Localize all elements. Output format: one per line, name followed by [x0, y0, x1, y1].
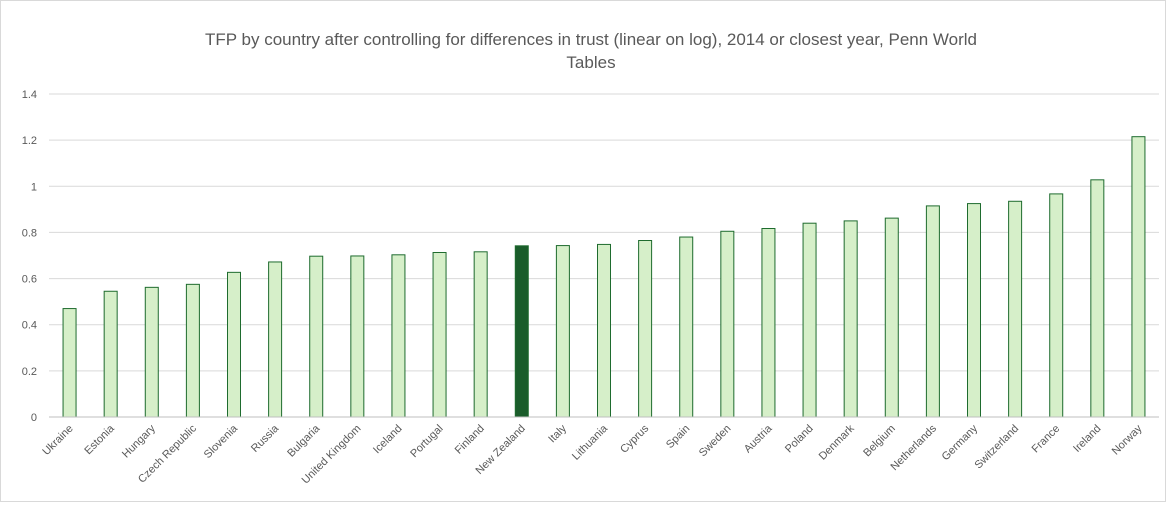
bar-denmark [843, 220, 858, 418]
bar-finland [473, 251, 488, 418]
y-tick-label: 0.8 [22, 227, 37, 239]
bar-estonia [103, 290, 118, 418]
x-tick-label: Norway [1110, 422, 1145, 457]
x-tick-label: Ireland [1071, 423, 1103, 455]
bar-hungary [144, 286, 159, 418]
bar-italy [555, 245, 570, 418]
x-tick-label: France [1030, 423, 1063, 456]
bar-switzerland [1008, 200, 1023, 418]
x-tick-label: Italy [546, 422, 569, 445]
x-tick-label: Cyprus [618, 422, 651, 455]
bar-ukraine [62, 308, 77, 418]
bars [62, 136, 1146, 418]
bar-poland [802, 222, 817, 418]
x-tick-label: Bulgaria [285, 422, 323, 460]
bar-sweden [720, 230, 735, 418]
bar-czech-republic [185, 283, 200, 418]
bar-slovenia [227, 271, 241, 418]
x-tick-label: Sweden [697, 423, 734, 460]
bar-cyprus [638, 240, 653, 418]
y-tick-label: 0.4 [22, 320, 37, 332]
x-tick-label: Belgium [861, 423, 898, 460]
x-tick-label: Denmark [817, 422, 857, 462]
chart-title-line-1: TFP by country after controlling for dif… [205, 30, 977, 49]
x-tick-label: Portugal [408, 423, 445, 460]
x-tick-label: Iceland [371, 423, 405, 457]
bar-bulgaria [309, 255, 324, 418]
bar-russia [268, 261, 283, 418]
y-tick-label: 0.2 [22, 366, 37, 378]
y-tick-label: 1 [31, 181, 37, 193]
x-tick-label: Slovenia [202, 422, 241, 461]
bar-iceland [391, 254, 406, 418]
x-tick-label: Poland [783, 423, 816, 456]
y-tick-label: 0.6 [22, 274, 37, 286]
x-tick-label: Ukraine [40, 423, 75, 458]
x-tick-label: Lithuania [570, 422, 611, 463]
bar-norway [1131, 136, 1146, 418]
x-tick-label: Russia [249, 422, 282, 455]
x-tick-label: Switzerland [973, 423, 1022, 472]
x-tick-label: Estonia [82, 422, 117, 457]
y-tick-label: 0 [31, 412, 37, 424]
x-tick-label: Hungary [120, 422, 158, 460]
bar-lithuania [597, 243, 611, 418]
bar-portugal [432, 252, 447, 418]
bar-germany [967, 203, 981, 418]
x-tick-label: Spain [664, 423, 692, 451]
bar-austria [761, 228, 776, 418]
x-tick-label: Austria [742, 422, 775, 455]
bar-united-kingdom [350, 255, 365, 418]
y-tick-label: 1.2 [22, 135, 37, 147]
bar-spain [679, 236, 694, 418]
y-axis-ticks: 0 0.2 0.4 0.6 0.8 1 1.2 1.4 [22, 89, 37, 424]
bar-netherlands [925, 205, 940, 418]
x-tick-label: Finland [453, 423, 487, 457]
x-tick-label: Germany [940, 422, 981, 463]
y-tick-label: 1.4 [22, 89, 37, 101]
bar-belgium [884, 217, 899, 418]
bar-france [1049, 193, 1064, 418]
chart-title-line-2: Tables [566, 53, 615, 72]
bar-ireland [1090, 179, 1105, 418]
bar-new-zealand [514, 245, 529, 418]
